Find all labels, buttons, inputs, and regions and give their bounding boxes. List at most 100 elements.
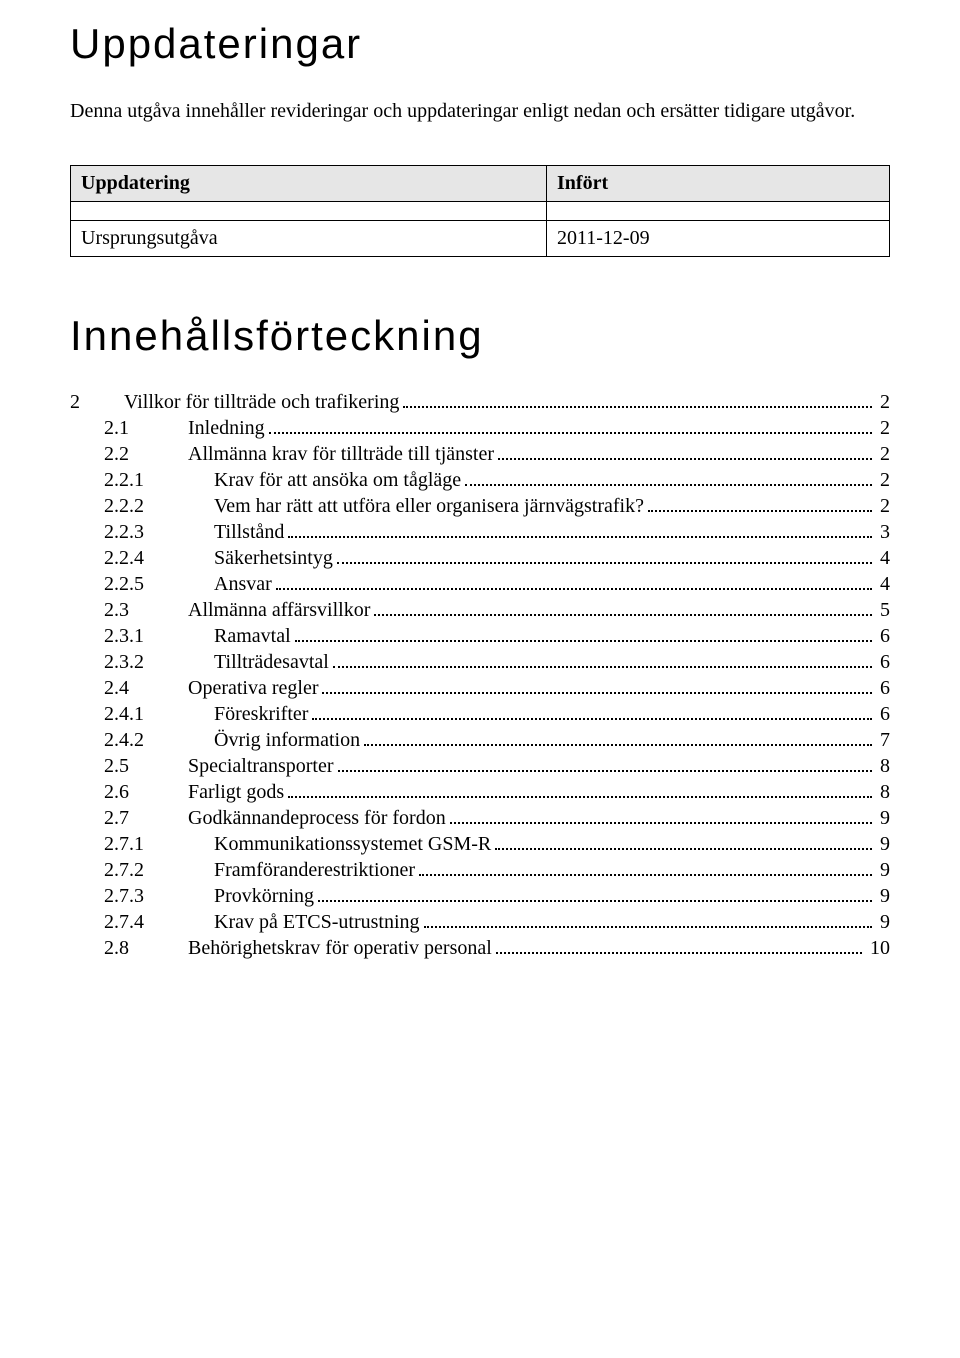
toc-entry-page: 9 bbox=[876, 807, 890, 830]
toc-entry-label: Krav på ETCS-utrustning bbox=[214, 911, 420, 934]
toc-dot-leader bbox=[295, 624, 872, 642]
toc-entry-number: 2.4.2 bbox=[104, 729, 214, 752]
toc-entry-page: 6 bbox=[876, 651, 890, 674]
toc-dot-leader bbox=[322, 676, 872, 694]
toc-entry: 2.2.4Säkerhetsintyg4 bbox=[70, 546, 890, 570]
toc-dot-leader bbox=[496, 936, 862, 954]
toc-entry-label: Godkännandeprocess för fordon bbox=[188, 807, 446, 830]
toc-entry-number: 2 bbox=[70, 391, 124, 414]
toc-entry-label: Framföranderestriktioner bbox=[214, 859, 415, 882]
page-title: Uppdateringar bbox=[70, 20, 890, 68]
toc-entry: 2.4.1Föreskrifter 6 bbox=[70, 702, 890, 726]
toc-entry-page: 2 bbox=[876, 495, 890, 518]
toc-entry-label: Allmänna krav för tillträde till tjänste… bbox=[188, 443, 494, 466]
update-table-spacer-cell bbox=[547, 202, 890, 221]
toc-entry: 2.3.2Tillträdesavtal 6 bbox=[70, 650, 890, 674]
intro-paragraph: Denna utgåva innehåller revideringar och… bbox=[70, 98, 890, 125]
toc-entry-number: 2.7.4 bbox=[104, 911, 214, 934]
toc-entry-label: Kommunikationssystemet GSM-R bbox=[214, 833, 491, 856]
toc-entry-page: 4 bbox=[876, 573, 890, 596]
toc-entry-label: Krav för att ansöka om tågläge bbox=[214, 469, 461, 492]
toc-dot-leader bbox=[495, 832, 872, 850]
toc-entry-page: 6 bbox=[876, 703, 890, 726]
toc-dot-leader bbox=[424, 910, 872, 928]
toc-entry-label: Tillträdesavtal bbox=[214, 651, 329, 674]
update-table: Uppdatering Infört Ursprungsutgåva 2011-… bbox=[70, 165, 890, 257]
toc-entry-number: 2.8 bbox=[104, 937, 188, 960]
toc-entry-page: 9 bbox=[876, 911, 890, 934]
toc-entry: 2.3.1Ramavtal 6 bbox=[70, 624, 890, 648]
toc-entry: 2.7.1Kommunikationssystemet GSM-R9 bbox=[70, 832, 890, 856]
toc-entry: 2.5Specialtransporter8 bbox=[70, 754, 890, 778]
toc-dot-leader bbox=[374, 598, 872, 616]
update-table-header-row: Uppdatering Infört bbox=[71, 166, 890, 202]
toc-entry-number: 2.2 bbox=[104, 443, 188, 466]
toc-entry: 2.4.2Övrig information 7 bbox=[70, 728, 890, 752]
toc-entry: 2.2.3Tillstånd3 bbox=[70, 520, 890, 544]
toc-entry-label: Specialtransporter bbox=[188, 755, 334, 778]
toc-entry-number: 2.7 bbox=[104, 807, 188, 830]
toc-entry-number: 2.4.1 bbox=[104, 703, 214, 726]
toc-entry-page: 9 bbox=[876, 885, 890, 908]
toc-entry-page: 8 bbox=[876, 755, 890, 778]
toc-entry: 2.6Farligt gods 8 bbox=[70, 780, 890, 804]
toc-entry-label: Behörighetskrav för operativ personal bbox=[188, 937, 492, 960]
toc-dot-leader bbox=[419, 858, 872, 876]
toc-dot-leader bbox=[269, 416, 872, 434]
toc-entry-page: 7 bbox=[876, 729, 890, 752]
toc-dot-leader bbox=[288, 520, 872, 538]
toc-dot-leader bbox=[465, 468, 872, 486]
toc-entry-number: 2.2.5 bbox=[104, 573, 214, 596]
update-table-spacer-row bbox=[71, 202, 890, 221]
toc-entry-label: Ansvar bbox=[214, 573, 272, 596]
toc-entry-label: Vem har rätt att utföra eller organisera… bbox=[214, 495, 644, 518]
update-col-infort: Infört bbox=[547, 166, 890, 202]
toc-dot-leader bbox=[403, 390, 872, 408]
toc: 2Villkor för tillträde och trafikering22… bbox=[70, 390, 890, 960]
update-table-row: Ursprungsutgåva 2011-12-09 bbox=[71, 221, 890, 257]
toc-entry-page: 6 bbox=[876, 677, 890, 700]
toc-entry-page: 5 bbox=[876, 599, 890, 622]
toc-entry: 2.2Allmänna krav för tillträde till tjän… bbox=[70, 442, 890, 466]
toc-entry-label: Tillstånd bbox=[214, 521, 284, 544]
toc-entry-number: 2.2.1 bbox=[104, 469, 214, 492]
update-cell-date: 2011-12-09 bbox=[547, 221, 890, 257]
toc-entry-number: 2.7.1 bbox=[104, 833, 214, 856]
toc-entry-label: Farligt gods bbox=[188, 781, 284, 804]
toc-entry-page: 2 bbox=[876, 469, 890, 492]
toc-dot-leader bbox=[276, 572, 872, 590]
toc-entry-label: Säkerhetsintyg bbox=[214, 547, 333, 570]
toc-dot-leader bbox=[318, 884, 872, 902]
toc-entry-page: 2 bbox=[876, 391, 890, 414]
toc-entry-page: 2 bbox=[876, 417, 890, 440]
toc-entry-label: Föreskrifter bbox=[214, 703, 308, 726]
toc-entry-number: 2.7.3 bbox=[104, 885, 214, 908]
toc-entry-page: 9 bbox=[876, 859, 890, 882]
toc-entry: 2.7.4Krav på ETCS-utrustning 9 bbox=[70, 910, 890, 934]
toc-entry-number: 2.3 bbox=[104, 599, 188, 622]
toc-entry-number: 2.3.1 bbox=[104, 625, 214, 648]
toc-entry: 2.4Operativa regler 6 bbox=[70, 676, 890, 700]
toc-entry-label: Ramavtal bbox=[214, 625, 291, 648]
toc-entry: 2.7Godkännandeprocess för fordon 9 bbox=[70, 806, 890, 830]
toc-dot-leader bbox=[364, 728, 872, 746]
toc-dot-leader bbox=[338, 754, 873, 772]
toc-entry-page: 6 bbox=[876, 625, 890, 648]
toc-dot-leader bbox=[648, 494, 872, 512]
toc-entry-label: Övrig information bbox=[214, 729, 360, 752]
toc-entry-label: Allmänna affärsvillkor bbox=[188, 599, 370, 622]
toc-entry-number: 2.3.2 bbox=[104, 651, 214, 674]
toc-entry: 2.7.2Framföranderestriktioner 9 bbox=[70, 858, 890, 882]
toc-dot-leader bbox=[337, 546, 872, 564]
toc-entry-number: 2.4 bbox=[104, 677, 188, 700]
toc-entry-number: 2.6 bbox=[104, 781, 188, 804]
toc-entry: 2.1Inledning2 bbox=[70, 416, 890, 440]
toc-dot-leader bbox=[450, 806, 872, 824]
toc-entry-label: Provkörning bbox=[214, 885, 314, 908]
update-table-spacer-cell bbox=[71, 202, 547, 221]
toc-entry-label: Operativa regler bbox=[188, 677, 318, 700]
toc-entry-number: 2.7.2 bbox=[104, 859, 214, 882]
toc-entry-number: 2.2.3 bbox=[104, 521, 214, 544]
toc-entry-page: 8 bbox=[876, 781, 890, 804]
toc-entry: 2Villkor för tillträde och trafikering2 bbox=[70, 390, 890, 414]
